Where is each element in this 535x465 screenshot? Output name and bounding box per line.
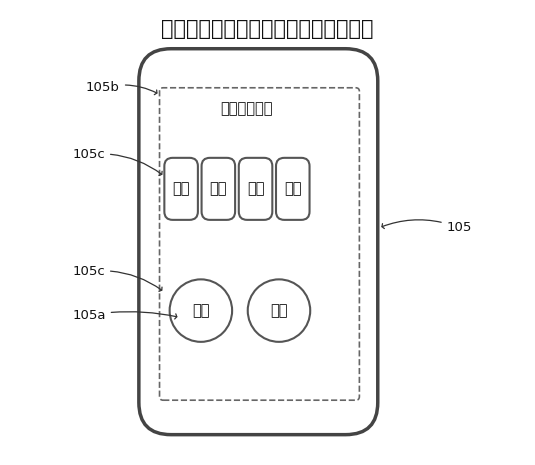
FancyBboxPatch shape xyxy=(202,158,235,220)
Text: 105c: 105c xyxy=(72,265,162,292)
Text: 運転: 運転 xyxy=(192,303,210,318)
FancyBboxPatch shape xyxy=(276,158,310,220)
Text: 運転操作画面: 運転操作画面 xyxy=(220,101,273,116)
FancyBboxPatch shape xyxy=(239,158,272,220)
Text: 停止: 停止 xyxy=(270,303,288,318)
Text: 涼風: 涼風 xyxy=(247,181,264,196)
Text: 暖房: 暖房 xyxy=(172,181,190,196)
Text: 乾燥: 乾燥 xyxy=(210,181,227,196)
Text: 本実施の形態の外部端末装置の構成例: 本実施の形態の外部端末装置の構成例 xyxy=(161,19,374,39)
Circle shape xyxy=(170,279,232,342)
FancyBboxPatch shape xyxy=(164,158,198,220)
Text: 105: 105 xyxy=(382,220,472,234)
Text: 105c: 105c xyxy=(72,148,162,175)
FancyBboxPatch shape xyxy=(139,49,378,435)
FancyBboxPatch shape xyxy=(159,88,360,400)
Text: 換気: 換気 xyxy=(284,181,302,196)
Text: 105b: 105b xyxy=(86,81,157,95)
Text: 105a: 105a xyxy=(72,309,177,322)
Circle shape xyxy=(248,279,310,342)
